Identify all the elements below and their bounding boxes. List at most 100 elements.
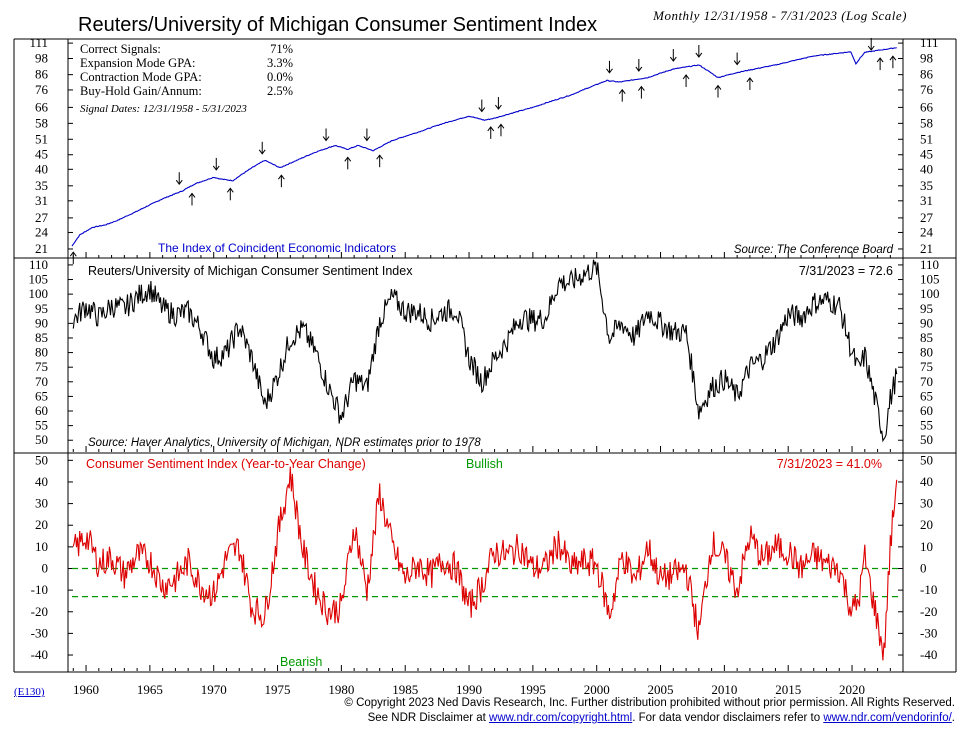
buy-signal-arrowhead bbox=[876, 57, 884, 63]
ytick-label-left: 70 bbox=[35, 374, 48, 389]
vendorinfo-link[interactable]: www.ndr.com/vendorinfo/ bbox=[823, 712, 952, 724]
ytick-label-right: 90 bbox=[920, 315, 933, 330]
stat-label-correct-signals: Correct Signals: bbox=[80, 42, 161, 56]
ytick-label-left: 86 bbox=[35, 67, 49, 82]
ytick-label-left: 40 bbox=[35, 474, 48, 489]
xtick-label: 2000 bbox=[584, 682, 610, 697]
ytick-label-right: 110 bbox=[920, 257, 939, 272]
xtick-label: 2010 bbox=[711, 682, 737, 697]
xtick-label: 1995 bbox=[520, 682, 546, 697]
buy-signal-arrowhead bbox=[376, 154, 384, 160]
ytick-label-right: 24 bbox=[920, 224, 934, 239]
ytick-label-left: 24 bbox=[35, 224, 49, 239]
ytick-label-right: 111 bbox=[920, 35, 939, 50]
ytick-label-right: 40 bbox=[920, 161, 933, 176]
series-line-2 bbox=[72, 259, 898, 443]
ytick-label-left: 30 bbox=[35, 496, 48, 511]
copyright-line: © Copyright 2023 Ned Davis Research, Inc… bbox=[344, 697, 955, 709]
copyright-link[interactable]: www.ndr.com/copyright.html bbox=[489, 712, 633, 724]
buy-signal-arrowhead bbox=[69, 251, 77, 257]
buy-signal-arrowhead bbox=[188, 192, 196, 198]
ytick-label-right: 55 bbox=[920, 418, 933, 433]
buy-signal-arrowhead bbox=[618, 88, 626, 94]
sell-signal-arrowhead bbox=[322, 136, 330, 142]
ytick-label-left: 27 bbox=[35, 210, 49, 225]
disclaimer-line: See NDR Disclaimer at www.ndr.com/copyri… bbox=[368, 712, 955, 724]
ytick-label-left: 60 bbox=[35, 403, 48, 418]
sell-signal-arrowhead bbox=[635, 66, 643, 72]
ytick-label-right: 30 bbox=[920, 496, 933, 511]
ytick-label-right: 35 bbox=[920, 178, 933, 193]
xtick-label: 2015 bbox=[775, 682, 801, 697]
sell-signal-arrowhead bbox=[258, 149, 266, 155]
ytick-label-right: 95 bbox=[920, 301, 933, 316]
ytick-label-left: 50 bbox=[35, 432, 48, 447]
ytick-label-right: 98 bbox=[920, 51, 933, 66]
ytick-label-left: 45 bbox=[35, 147, 48, 162]
signal-dates-label: Signal Dates: 12/31/1958 - 5/31/2023 bbox=[80, 103, 247, 115]
sell-signal-arrowhead bbox=[867, 45, 875, 51]
xtick-label: 1965 bbox=[137, 682, 163, 697]
bearish-label: Bearish bbox=[280, 655, 322, 669]
panel-2-frame bbox=[67, 257, 904, 454]
stat-value-correct-signals: 71% bbox=[270, 42, 293, 56]
sell-signal-arrowhead bbox=[733, 60, 741, 66]
panel-1-stats: Correct Signals: 71% Expansion Mode GPA:… bbox=[80, 42, 293, 115]
ytick-label-right: 27 bbox=[920, 210, 934, 225]
ytick-label-right: 105 bbox=[920, 272, 940, 287]
ytick-label-right: -10 bbox=[920, 582, 937, 597]
chart-code-link[interactable]: (E130) bbox=[14, 686, 45, 698]
panel-2-source: Source: Haver Analytics, University of M… bbox=[88, 437, 481, 449]
ytick-label-right: 20 bbox=[920, 517, 933, 532]
ytick-label-right: 60 bbox=[920, 403, 933, 418]
ytick-label-left: 50 bbox=[35, 452, 48, 467]
ytick-label-left: 51 bbox=[35, 131, 48, 146]
ytick-label-left: -10 bbox=[31, 582, 48, 597]
ytick-label-left: 111 bbox=[29, 35, 48, 50]
sell-signal-arrowhead bbox=[212, 165, 220, 171]
buy-signal-arrowhead bbox=[714, 84, 722, 90]
ytick-label-left: 65 bbox=[35, 388, 48, 403]
panel-3-latest: 7/31/2023 = 41.0% bbox=[777, 457, 882, 471]
panel-1-source: Source: The Conference Board bbox=[734, 244, 894, 256]
series-line-1 bbox=[71, 47, 897, 247]
ytick-label-right: 85 bbox=[920, 330, 933, 345]
stat-label-expansion-gpa: Expansion Mode GPA: bbox=[80, 56, 196, 70]
ytick-label-left: 40 bbox=[35, 161, 48, 176]
ytick-label-right: 76 bbox=[920, 82, 934, 97]
ytick-label-left: 35 bbox=[35, 178, 48, 193]
sell-signal-arrowhead bbox=[606, 68, 613, 74]
buy-signal-arrowhead bbox=[682, 74, 690, 80]
ytick-label-right: 66 bbox=[920, 99, 934, 114]
xtick-label: 1980 bbox=[328, 682, 354, 697]
ytick-label-left: 85 bbox=[35, 330, 48, 345]
ytick-label-right: 40 bbox=[920, 474, 933, 489]
buy-signal-arrowhead bbox=[746, 77, 754, 83]
signal-arrows-layer bbox=[69, 38, 897, 265]
ytick-label-left: 58 bbox=[35, 115, 48, 130]
ytick-label-right: 31 bbox=[920, 193, 933, 208]
panel-3-frame bbox=[67, 452, 904, 673]
sell-signal-arrowhead bbox=[695, 52, 703, 58]
buy-signal-arrowhead bbox=[497, 123, 505, 129]
stat-value-contraction-gpa: 0.0% bbox=[267, 70, 293, 84]
sell-signal-arrowhead bbox=[363, 136, 371, 142]
xtick-label: 1975 bbox=[265, 682, 291, 697]
ytick-label-right: 0 bbox=[920, 560, 927, 575]
ytick-label-left: 10 bbox=[35, 539, 48, 554]
xtick-label: 1960 bbox=[73, 682, 99, 697]
disclaimer-pre: See NDR Disclaimer at bbox=[367, 712, 490, 724]
ytick-label-left: 110 bbox=[29, 257, 48, 272]
disclaimer-post: . bbox=[951, 712, 955, 724]
ytick-label-right: 100 bbox=[920, 286, 940, 301]
xtick-label: 1990 bbox=[456, 682, 482, 697]
sell-signal-arrowhead bbox=[495, 104, 502, 110]
series-layer bbox=[71, 47, 898, 661]
ytick-label-left: 20 bbox=[35, 517, 48, 532]
ytick-label-left: 55 bbox=[35, 418, 48, 433]
ytick-label-right: 75 bbox=[920, 359, 933, 374]
ytick-label-right: 50 bbox=[920, 432, 933, 447]
stat-value-buy-hold: 2.5% bbox=[267, 84, 293, 98]
ytick-label-right: 10 bbox=[920, 539, 933, 554]
sell-signal-arrowhead bbox=[175, 179, 183, 186]
